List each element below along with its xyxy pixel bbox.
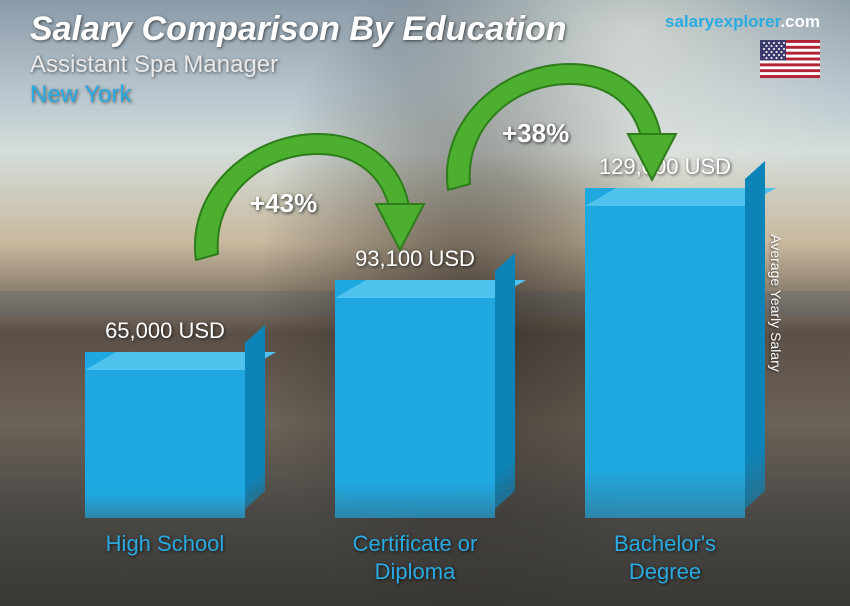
us-flag-icon [760, 40, 820, 78]
bar-side [745, 161, 765, 509]
bar-label: High School [106, 530, 225, 586]
bar-value: 93,100 USD [355, 246, 475, 272]
bar-front [335, 280, 495, 518]
salary-bar-chart: 65,000 USD High School 93,100 USD Certifica… [40, 86, 790, 586]
percent-increase-label: +43% [250, 188, 317, 219]
page-location: New York [30, 81, 820, 109]
bar-3d [335, 280, 495, 518]
bar-side [495, 253, 515, 509]
brand-suffix: .com [780, 12, 820, 31]
bar-value: 65,000 USD [105, 318, 225, 344]
bar-label: Bachelor'sDegree [614, 530, 716, 586]
brand-logo: salaryexplorer.com [665, 12, 820, 32]
y-axis-label: Average Yearly Salary [767, 234, 783, 372]
bar-label: Certificate orDiploma [353, 530, 478, 586]
bar-value: 129,000 USD [599, 154, 731, 180]
bar-front [585, 188, 745, 518]
brand-name: salaryexplorer [665, 12, 780, 31]
bar-3d [85, 352, 245, 518]
percent-increase-label: +38% [502, 118, 569, 149]
bar-side [245, 325, 265, 509]
bar-front [85, 352, 245, 518]
bar-group: 129,000 USD Bachelor'sDegree [550, 154, 780, 586]
bar-3d [585, 188, 745, 518]
page-subtitle: Assistant Spa Manager [30, 51, 820, 79]
bar-group: 65,000 USD High School [50, 318, 280, 586]
bar-group: 93,100 USD Certificate orDiploma [300, 246, 530, 586]
